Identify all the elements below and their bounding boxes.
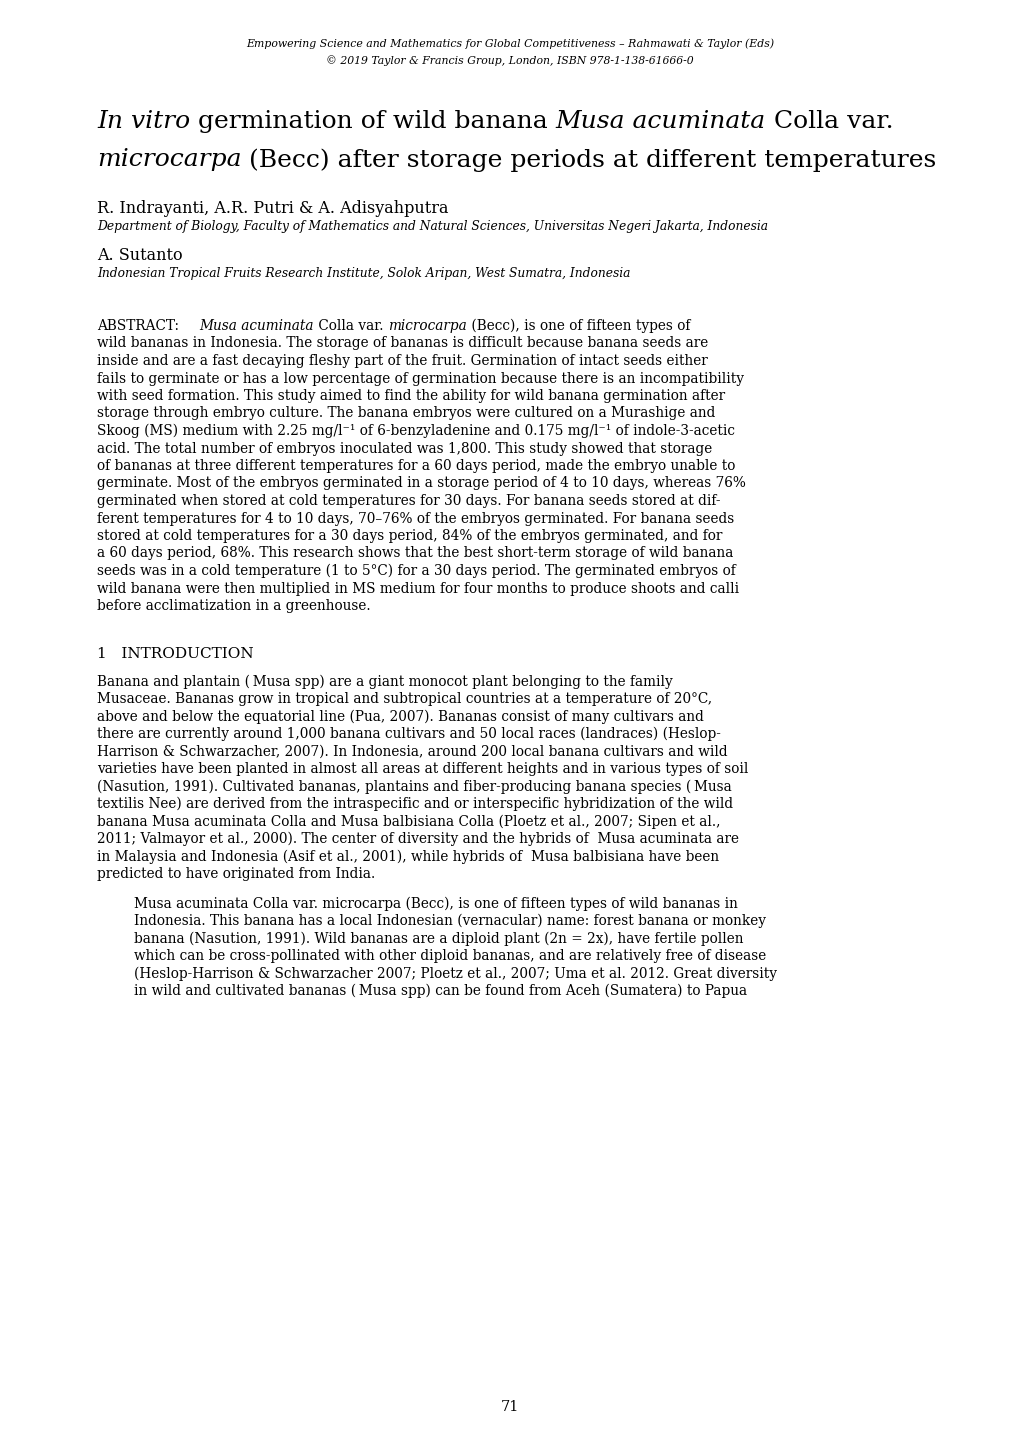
Text: which can be cross-pollinated with other diploid bananas, and are relatively fre: which can be cross-pollinated with other… [133, 949, 765, 963]
Text: Colla var.: Colla var. [314, 319, 387, 333]
Text: predicted to have originated from India.: predicted to have originated from India. [97, 867, 375, 881]
Text: (Becc) after storage periods at different temperatures: (Becc) after storage periods at differen… [242, 149, 935, 172]
Text: germinate. Most of the embryos germinated in a storage period of 4 to 10 days, w: germinate. Most of the embryos germinate… [97, 476, 745, 490]
Text: 71: 71 [500, 1400, 519, 1415]
Text: seeds was in a cold temperature (1 to 5°C) for a 30 days period. The germinated : seeds was in a cold temperature (1 to 5°… [97, 564, 735, 578]
Text: ABSTRACT:: ABSTRACT: [97, 319, 178, 333]
Text: banana (Nasution, 1991). Wild bananas are a diploid plant (2n = 2x), have fertil: banana (Nasution, 1991). Wild bananas ar… [133, 932, 743, 946]
Text: Banana and plantain ( Musa spp) are a giant monocot plant belonging to the famil: Banana and plantain ( Musa spp) are a gi… [97, 675, 673, 689]
Text: (Becc), is one of fifteen types of: (Becc), is one of fifteen types of [466, 319, 689, 333]
Text: germination of wild banana: germination of wild banana [190, 110, 555, 133]
Text: in Malaysia and Indonesia (Asif et al., 2001), while hybrids of  Musa balbisiana: in Malaysia and Indonesia (Asif et al., … [97, 849, 718, 864]
Text: (Heslop-Harrison & Schwarzacher 2007; Ploetz et al., 2007; Uma et al. 2012. Grea: (Heslop-Harrison & Schwarzacher 2007; Pl… [133, 966, 776, 981]
Text: banana Musa acuminata Colla and Musa balbisiana Colla (Ploetz et al., 2007; Sipe: banana Musa acuminata Colla and Musa bal… [97, 815, 719, 829]
Text: microcarpa: microcarpa [97, 149, 242, 172]
Text: inside and are a fast decaying fleshy part of the fruit. Germination of intact s: inside and are a fast decaying fleshy pa… [97, 353, 707, 368]
Text: Harrison & Schwarzacher, 2007). In Indonesia, around 200 local banana cultivars : Harrison & Schwarzacher, 2007). In Indon… [97, 744, 727, 758]
Text: in wild and cultivated bananas ( Musa spp) can be found from Aceh (Sumatera) to : in wild and cultivated bananas ( Musa sp… [133, 983, 746, 998]
Text: there are currently around 1,000 banana cultivars and 50 local races (landraces): there are currently around 1,000 banana … [97, 727, 720, 741]
Text: Indonesian Tropical Fruits Research Institute, Solok Aripan, West Sumatra, Indon: Indonesian Tropical Fruits Research Inst… [97, 267, 630, 280]
Text: above and below the equatorial line (Pua, 2007). Bananas consist of many cultiva: above and below the equatorial line (Pua… [97, 709, 703, 724]
Text: storage through embryo culture. The banana embryos were cultured on a Murashige : storage through embryo culture. The bana… [97, 407, 714, 421]
Text: Musa acuminata Colla var. microcarpa (Becc), is one of fifteen types of wild ban: Musa acuminata Colla var. microcarpa (Be… [133, 897, 737, 911]
Text: of bananas at three different temperatures for a 60 days period, made the embryo: of bananas at three different temperatur… [97, 459, 735, 473]
Text: A. Sutanto: A. Sutanto [97, 247, 182, 264]
Text: before acclimatization in a greenhouse.: before acclimatization in a greenhouse. [97, 598, 370, 613]
Text: with seed formation. This study aimed to find the ability for wild banana germin: with seed formation. This study aimed to… [97, 389, 725, 402]
Text: varieties have been planted in almost all areas at different heights and in vari: varieties have been planted in almost al… [97, 761, 748, 776]
Text: Musaceae. Bananas grow in tropical and subtropical countries at a temperature of: Musaceae. Bananas grow in tropical and s… [97, 692, 711, 707]
Text: germinated when stored at cold temperatures for 30 days. For banana seeds stored: germinated when stored at cold temperatu… [97, 495, 719, 508]
Text: Empowering Science and Mathematics for Global Competitiveness – Rahmawati & Tayl: Empowering Science and Mathematics for G… [246, 37, 773, 49]
Text: stored at cold temperatures for a 30 days period, 84% of the embryos germinated,: stored at cold temperatures for a 30 day… [97, 529, 721, 544]
Text: Musa acuminata: Musa acuminata [200, 319, 314, 333]
Text: ferent temperatures for 4 to 10 days, 70–76% of the embryos germinated. For bana: ferent temperatures for 4 to 10 days, 70… [97, 512, 734, 525]
Text: Colla var.: Colla var. [765, 110, 893, 133]
Text: 2011; Valmayor et al., 2000). The center of diversity and the hybrids of  Musa a: 2011; Valmayor et al., 2000). The center… [97, 832, 739, 846]
Text: textilis Nee) are derived from the intraspecific and or interspecific hybridizat: textilis Nee) are derived from the intra… [97, 797, 733, 812]
Text: fails to germinate or has a low percentage of germination because there is an in: fails to germinate or has a low percenta… [97, 372, 743, 385]
Text: Department of Biology, Faculty of Mathematics and Natural Sciences, Universitas : Department of Biology, Faculty of Mathem… [97, 221, 767, 234]
Text: (Nasution, 1991). Cultivated bananas, plantains and fiber-producing banana speci: (Nasution, 1991). Cultivated bananas, pl… [97, 780, 731, 795]
Text: acid. The total number of embryos inoculated was 1,800. This study showed that s: acid. The total number of embryos inocul… [97, 441, 711, 456]
Text: microcarpa: microcarpa [387, 319, 466, 333]
Text: R. Indrayanti, A.R. Putri & A. Adisyahputra: R. Indrayanti, A.R. Putri & A. Adisyahpu… [97, 200, 448, 216]
Text: Skoog (MS) medium with 2.25 mg/l⁻¹ of 6-benzyladenine and 0.175 mg/l⁻¹ of indole: Skoog (MS) medium with 2.25 mg/l⁻¹ of 6-… [97, 424, 735, 438]
Text: wild banana were then multiplied in MS medium for four months to produce shoots : wild banana were then multiplied in MS m… [97, 581, 739, 596]
Text: In vitro: In vitro [97, 110, 190, 133]
Text: a 60 days period, 68%. This research shows that the best short-term storage of w: a 60 days period, 68%. This research sho… [97, 547, 733, 561]
Text: © 2019 Taylor & Francis Group, London, ISBN 978-1-138-61666-0: © 2019 Taylor & Francis Group, London, I… [326, 55, 693, 66]
Text: 1   INTRODUCTION: 1 INTRODUCTION [97, 646, 254, 660]
Text: wild bananas in Indonesia. The storage of bananas is difficult because banana se: wild bananas in Indonesia. The storage o… [97, 336, 707, 350]
Text: Musa acuminata: Musa acuminata [555, 110, 765, 133]
Text: Indonesia. This banana has a local Indonesian (vernacular) name: forest banana o: Indonesia. This banana has a local Indon… [133, 914, 765, 929]
